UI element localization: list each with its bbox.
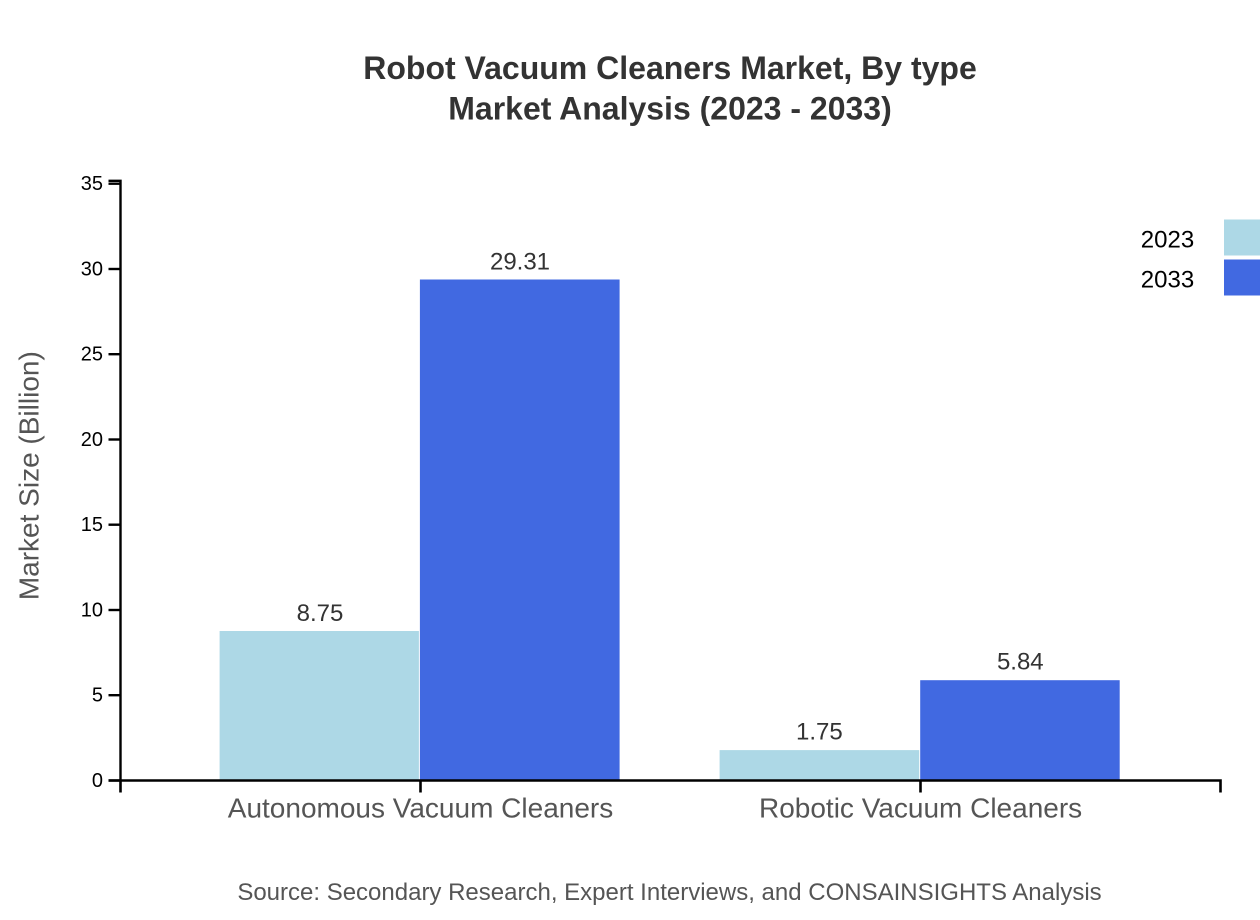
svg-text:25: 25 bbox=[81, 344, 103, 366]
svg-text:15: 15 bbox=[81, 514, 103, 536]
svg-text:Source: Secondary Research, Ex: Source: Secondary Research, Expert Inter… bbox=[237, 879, 1101, 906]
svg-text:35: 35 bbox=[81, 173, 103, 195]
svg-text:20: 20 bbox=[81, 429, 103, 451]
svg-text:Market Analysis (2023 - 2033): Market Analysis (2023 - 2033) bbox=[448, 91, 892, 127]
svg-text:8.75: 8.75 bbox=[297, 600, 344, 627]
svg-text:1.75: 1.75 bbox=[796, 719, 843, 746]
svg-text:10: 10 bbox=[81, 599, 103, 621]
svg-text:30: 30 bbox=[81, 258, 103, 280]
svg-text:Autonomous Vacuum Cleaners: Autonomous Vacuum Cleaners bbox=[228, 792, 613, 823]
svg-text:5.84: 5.84 bbox=[997, 649, 1044, 676]
svg-text:Robotic Vacuum Cleaners: Robotic Vacuum Cleaners bbox=[759, 792, 1082, 823]
svg-text:2033: 2033 bbox=[1141, 266, 1194, 293]
svg-text:29.31: 29.31 bbox=[490, 249, 550, 276]
svg-text:2023: 2023 bbox=[1141, 226, 1194, 253]
svg-text:Robot Vacuum Cleaners Market,: Robot Vacuum Cleaners Market, By type bbox=[363, 50, 977, 86]
svg-text:Market Size (Billion): Market Size (Billion) bbox=[13, 351, 44, 600]
svg-text:5: 5 bbox=[92, 685, 103, 707]
svg-text:0: 0 bbox=[92, 770, 103, 792]
